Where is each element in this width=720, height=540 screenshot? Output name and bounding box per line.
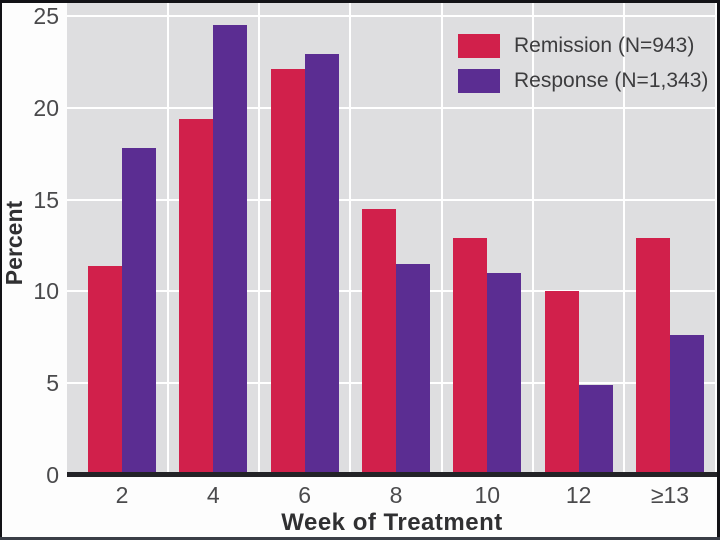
- x-tick-10: 10: [474, 482, 501, 508]
- gridline-h-25: [67, 14, 717, 17]
- x-tick-6: 6: [298, 482, 312, 508]
- bar-response-week-6: [304, 54, 339, 475]
- plot-area: [67, 3, 717, 475]
- gridline-v-6: [714, 3, 717, 475]
- bar-remission-week-≥13: [635, 238, 670, 475]
- legend-swatch-response: [458, 69, 500, 93]
- bar-response-week-≥13: [669, 335, 704, 475]
- x-tick-2: 2: [115, 482, 129, 508]
- gridline-h-15: [67, 198, 717, 201]
- frame-border-top: [0, 0, 720, 3]
- y-tick-5: 5: [46, 370, 59, 397]
- x-tick-≥13: ≥13: [650, 482, 690, 508]
- gridline-h-20: [67, 106, 717, 109]
- gridline-v-0: [166, 3, 169, 475]
- legend-label-response: Response (N=1,343): [514, 69, 709, 92]
- y-tick-10: 10: [33, 278, 59, 305]
- legend: Remission (N=943) Response (N=1,343): [458, 34, 708, 93]
- bar-response-week-12: [578, 385, 613, 475]
- legend-label-remission: Remission (N=943): [514, 34, 695, 57]
- gridline-v-5: [623, 3, 626, 475]
- x-tick-4: 4: [206, 482, 220, 508]
- bar-response-week-8: [395, 263, 430, 475]
- legend-item-response: Response (N=1,343): [458, 69, 708, 93]
- gridline-v-2: [349, 3, 352, 475]
- bar-response-week-10: [487, 272, 522, 475]
- gridline-v-4: [531, 3, 534, 475]
- legend-swatch-remission: [458, 34, 500, 58]
- x-axis-line: [67, 472, 717, 477]
- bar-remission-week-8: [361, 208, 396, 475]
- bar-response-week-4: [213, 25, 248, 475]
- gridline-v-1: [257, 3, 260, 475]
- x-axis-title: Week of Treatment: [281, 509, 503, 536]
- legend-item-remission: Remission (N=943): [458, 34, 708, 58]
- frame-border-right: [717, 0, 720, 540]
- bar-remission-week-12: [544, 291, 579, 475]
- bar-remission-week-2: [88, 265, 122, 475]
- y-tick-15: 15: [33, 186, 59, 213]
- y-tick-20: 20: [33, 94, 59, 121]
- frame-border-left: [0, 0, 2, 540]
- x-tick-8: 8: [389, 482, 403, 508]
- frame-border-bottom: [0, 537, 720, 540]
- x-tick-12: 12: [565, 482, 592, 508]
- y-tick-25: 25: [33, 2, 59, 29]
- bar-remission-week-4: [179, 118, 214, 475]
- bar-remission-week-6: [270, 69, 305, 475]
- bar-remission-week-10: [453, 238, 488, 475]
- bar-response-week-2: [122, 148, 156, 475]
- y-tick-0: 0: [46, 462, 59, 488]
- gridline-v-3: [440, 3, 443, 475]
